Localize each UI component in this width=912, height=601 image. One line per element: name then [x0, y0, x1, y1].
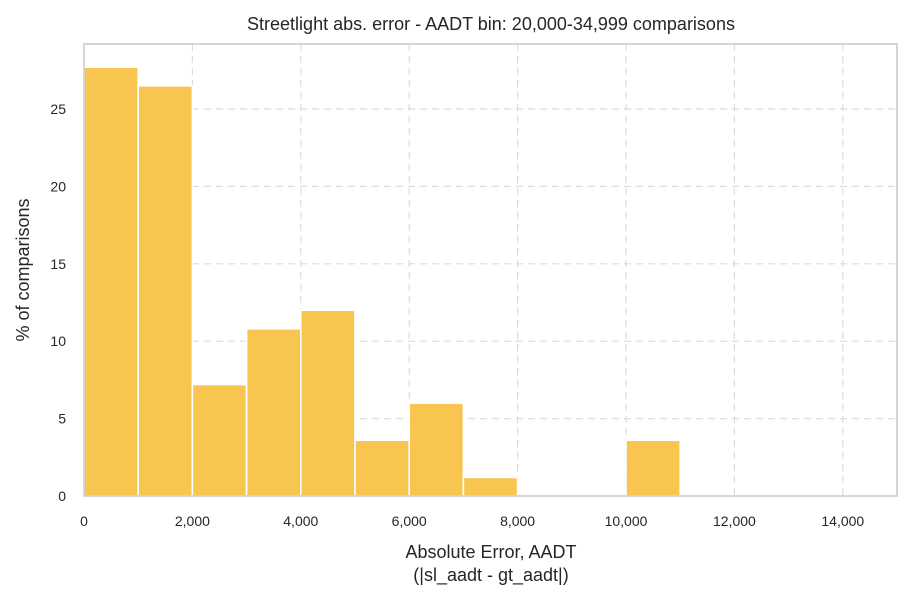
- x-tick-label: 2,000: [175, 513, 210, 529]
- plot-frame: [83, 43, 898, 497]
- x-axis-label-line2: (|sl_aadt - gt_aadt|): [413, 565, 568, 586]
- histogram-bar: [83, 66, 140, 497]
- histogram-bar: [354, 439, 411, 497]
- x-tick-labels: 0 2,000 4,000 6,000 8,000 10,000 12,000 14,000: [80, 513, 864, 529]
- x-tick-label: 10,000: [605, 513, 648, 529]
- x-tick-label: 4,000: [283, 513, 318, 529]
- histogram-bar: [625, 439, 682, 497]
- histogram-bar: [245, 328, 302, 497]
- y-tick-label: 20: [50, 178, 66, 194]
- x-tick-label: 0: [80, 513, 88, 529]
- x-tick-label: 12,000: [713, 513, 756, 529]
- histogram-bar: [299, 309, 356, 497]
- x-axis-label-line1: Absolute Error, AADT: [405, 542, 576, 562]
- x-tick-label: 8,000: [500, 513, 535, 529]
- x-tick-label: 6,000: [392, 513, 427, 529]
- y-tick-label: 10: [50, 333, 66, 349]
- y-axis-label: % of comparisons: [13, 198, 33, 341]
- x-tick-label: 14,000: [821, 513, 864, 529]
- histogram-bar: [462, 476, 519, 497]
- y-tick-label: 15: [50, 256, 66, 272]
- histogram-bar: [137, 84, 194, 497]
- chart-title: Streetlight abs. error - AADT bin: 20,00…: [247, 14, 735, 34]
- y-tick-label: 25: [50, 101, 66, 117]
- y-tick-label: 0: [58, 488, 66, 504]
- histogram-bar: [408, 402, 465, 497]
- bars: [83, 66, 682, 497]
- y-tick-labels: 0 5 10 15 20 25: [50, 101, 66, 504]
- y-tick-label: 5: [58, 411, 66, 427]
- histogram-bar: [191, 383, 248, 497]
